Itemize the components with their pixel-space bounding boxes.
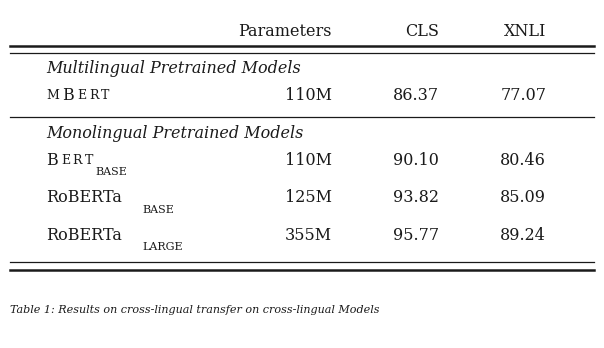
Text: T: T xyxy=(101,89,109,102)
Text: LARGE: LARGE xyxy=(143,242,183,252)
Text: Multilingual Pretrained Models: Multilingual Pretrained Models xyxy=(46,60,301,77)
Text: 110M: 110M xyxy=(284,87,332,104)
Text: BASE: BASE xyxy=(95,167,127,177)
Text: XNLI: XNLI xyxy=(504,23,546,40)
Text: B: B xyxy=(62,87,74,104)
Text: 80.46: 80.46 xyxy=(500,152,546,169)
Text: R: R xyxy=(72,154,82,167)
Text: T: T xyxy=(85,154,93,167)
Text: E: E xyxy=(61,154,70,167)
Text: M: M xyxy=(46,89,59,102)
Text: Monolingual Pretrained Models: Monolingual Pretrained Models xyxy=(46,125,303,142)
Text: CLS: CLS xyxy=(405,23,439,40)
Text: 86.37: 86.37 xyxy=(393,87,439,104)
Text: BASE: BASE xyxy=(143,205,175,215)
Text: R: R xyxy=(89,89,98,102)
Text: 77.07: 77.07 xyxy=(500,87,546,104)
Text: 95.77: 95.77 xyxy=(393,227,439,244)
Text: 110M: 110M xyxy=(284,152,332,169)
Text: 125M: 125M xyxy=(284,189,332,206)
Text: RoBERTa: RoBERTa xyxy=(46,227,122,244)
Text: 90.10: 90.10 xyxy=(393,152,439,169)
Text: RoBERTa: RoBERTa xyxy=(46,189,122,206)
Text: Parameters: Parameters xyxy=(239,23,332,40)
Text: E: E xyxy=(77,89,86,102)
Text: 355M: 355M xyxy=(284,227,332,244)
Text: Table 1: Results on cross-lingual transfer on cross-lingual Models: Table 1: Results on cross-lingual transf… xyxy=(10,305,380,315)
Text: 85.09: 85.09 xyxy=(500,189,546,206)
Text: 93.82: 93.82 xyxy=(393,189,439,206)
Text: B: B xyxy=(46,152,57,169)
Text: 89.24: 89.24 xyxy=(500,227,546,244)
